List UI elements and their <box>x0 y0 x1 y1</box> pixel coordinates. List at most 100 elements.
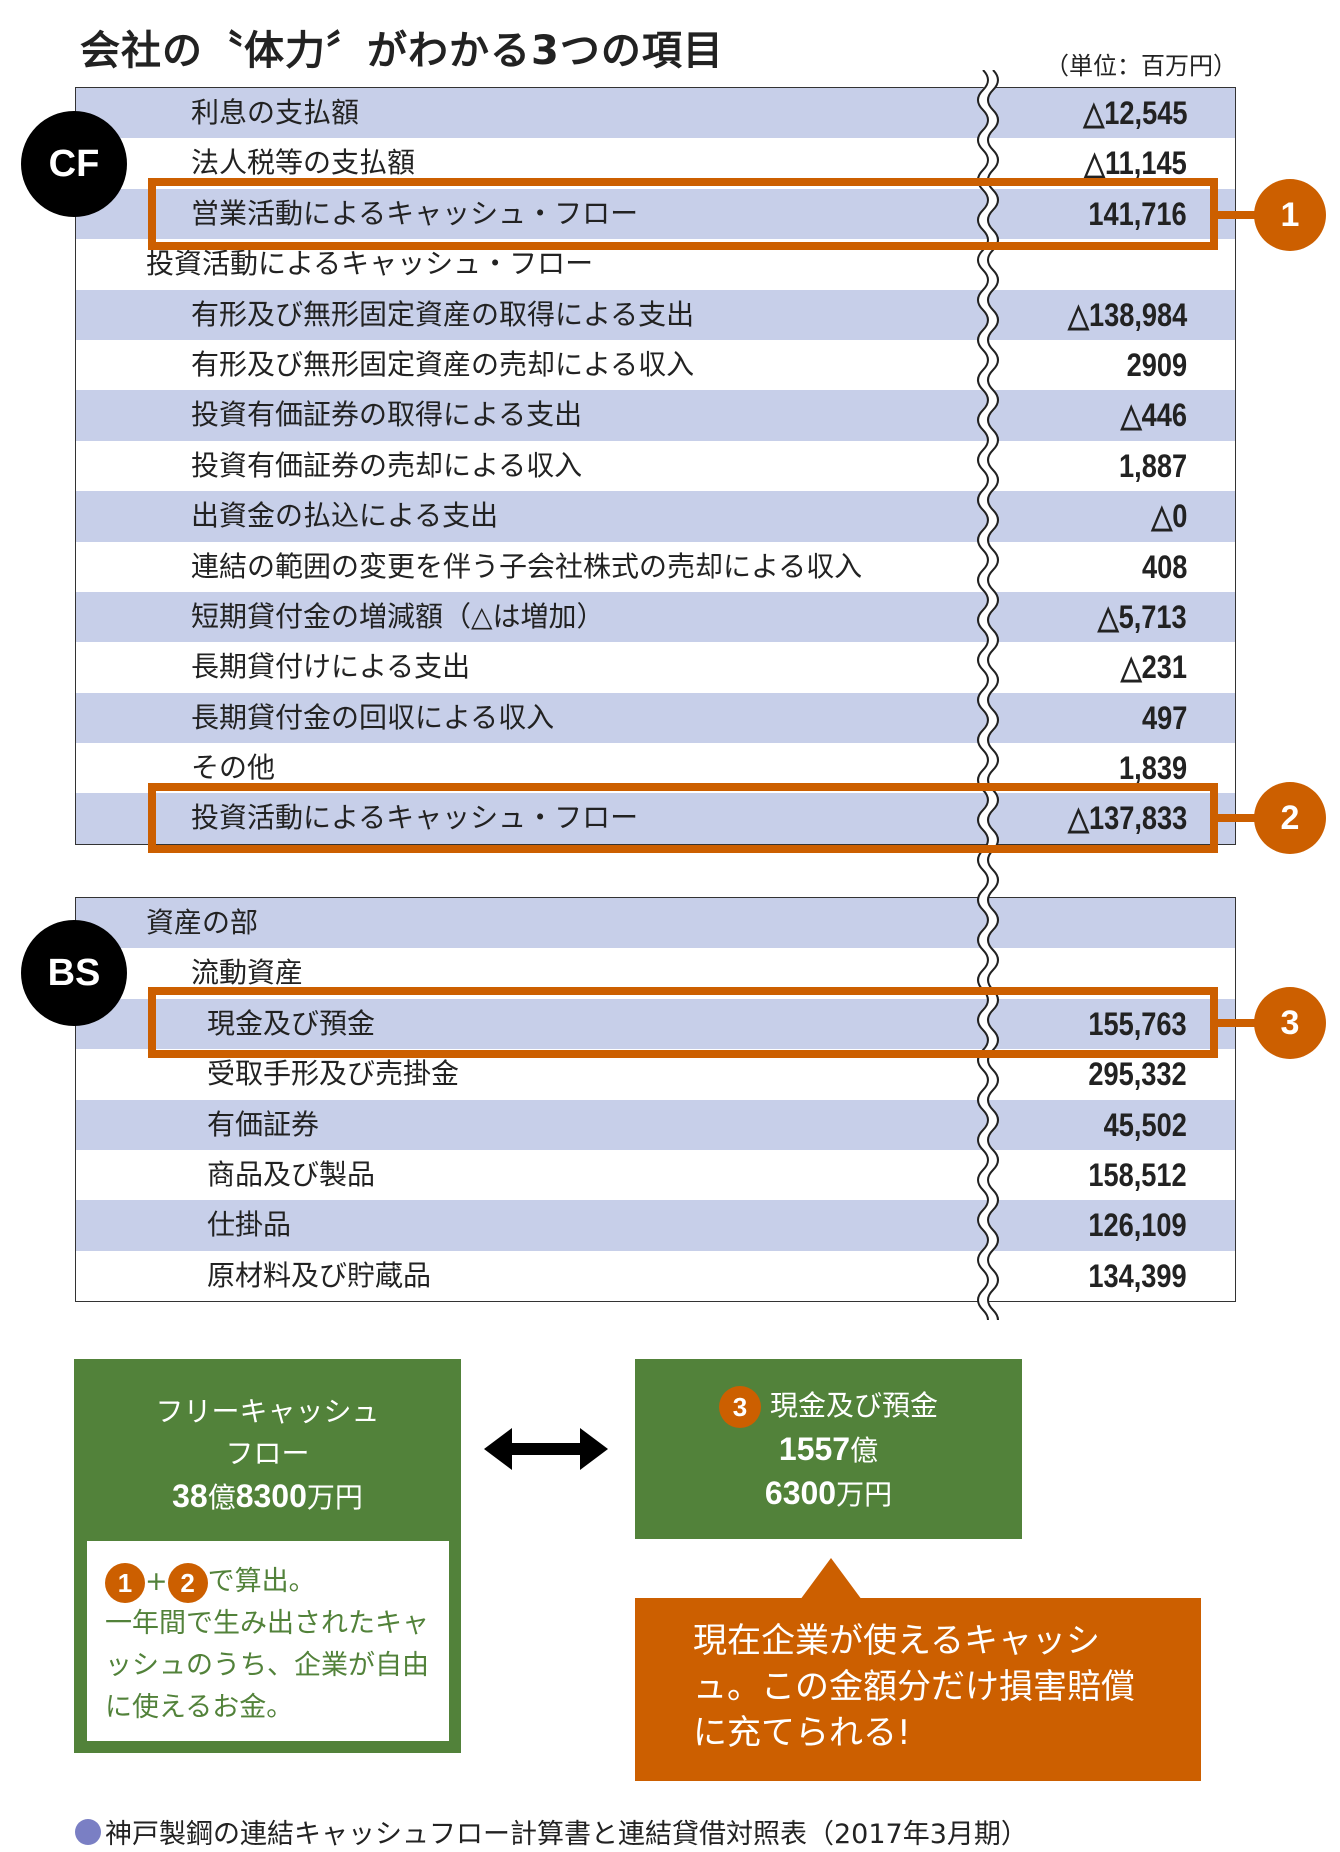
row-value: 126,109 <box>1088 1207 1187 1244</box>
row-label: 有形及び無形固定資産の売却による収入 <box>191 347 695 381</box>
table-row: 仕掛品 126,109 <box>76 1200 1235 1251</box>
free-cash-flow-box: フリーキャッシュ フロー 38億8300万円 1 +2 で算出。 一年間で生み出され… <box>74 1359 461 1753</box>
marker-3: 3 <box>1254 987 1326 1059</box>
table-row: 有形及び無形固定資産の売却による収入 2909 <box>76 340 1235 390</box>
table-row: 長期貸付金の回収による収入 497 <box>76 692 1235 744</box>
row-label: 出資金の払込による支出 <box>191 499 499 533</box>
row-label: 長期貸付金の回収による収入 <box>191 700 555 734</box>
bs-badge: BS <box>21 920 127 1026</box>
note-formula: 1 +2 で算出。 <box>105 1561 431 1603</box>
double-arrow-icon <box>484 1428 608 1470</box>
row-value: △11,145 <box>1084 145 1187 182</box>
note-suffix: で算出。 <box>207 1566 316 1597</box>
amount: 6300 <box>764 1475 837 1511</box>
row-value: 45,502 <box>1103 1106 1187 1143</box>
row-value: 155,763 <box>1088 1005 1187 1042</box>
row-label: 営業活動によるキャッシュ・フロー <box>191 196 639 230</box>
cash-label-line: 3 現金及び預金 <box>635 1385 1022 1428</box>
cash-flow-table: 利息の支払額 △12,545 法人税等の支払額 △11,145 営業活動によるキャッシュ… <box>75 87 1236 845</box>
row-label: 投資活動によるキャッシュ・フロー <box>146 247 594 281</box>
connector-line <box>1218 1019 1258 1027</box>
table-row: 投資有価証券の取得による支出 △446 <box>76 390 1235 441</box>
amount: 1557 <box>778 1431 851 1467</box>
wave-break-divider <box>977 70 999 1320</box>
row-label: 資産の部 <box>146 906 259 939</box>
marker-1: 1 <box>105 1562 145 1603</box>
table-row: 短期貸付金の増減額（△は増加） △5,713 <box>76 591 1235 643</box>
row-label: 利息の支払額 <box>191 96 360 129</box>
row-value: 1,887 <box>1118 447 1187 484</box>
highlight-cash-deposits <box>148 987 1218 1058</box>
amount: 8300 <box>235 1478 307 1514</box>
row-value: 141,716 <box>1088 195 1187 232</box>
row-value: 134,399 <box>1088 1257 1187 1294</box>
row-label: 現金及び預金 <box>207 1006 376 1040</box>
row-value: 2909 <box>1126 346 1187 383</box>
table-row: 投資活動によるキャッシュ・フロー △137,833 <box>76 793 1235 844</box>
cash-amount-2: 6300万円 <box>635 1472 1022 1516</box>
unit: 億 <box>850 1434 879 1467</box>
table-row: 有形及び無形固定資産の取得による支出 △138,984 <box>76 289 1235 340</box>
fcf-label-1: フリーキャッシュ <box>155 1395 380 1428</box>
footer-caption: 神戸製鋼の連結キャッシュフロー計算書と連結貸借対照表（2017年3月期） <box>75 1812 1028 1851</box>
row-value: △138,984 <box>1067 296 1187 333</box>
row-label: 流動資産 <box>191 956 304 990</box>
balance-sheet-table: 資産の部流動資産現金及び預金 155,763 受取手形及び売掛金 295,332 有価証… <box>75 897 1236 1303</box>
table-row: 受取手形及び売掛金 295,332 <box>76 1049 1235 1099</box>
row-value: 1,839 <box>1118 750 1187 787</box>
table-row: 有価証券 45,502 <box>76 1099 1235 1150</box>
highlight-investing-cf <box>148 783 1218 853</box>
table-row: 長期貸付けによる支出 △231 <box>76 642 1235 692</box>
row-label: 原材料及び貯蔵品 <box>207 1258 432 1292</box>
row-label: 投資有価証券の売却による収入 <box>191 448 583 482</box>
row-label: 投資有価証券の取得による支出 <box>191 398 583 432</box>
table-row: その他 1,839 <box>76 743 1235 793</box>
row-value: 295,332 <box>1088 1056 1187 1093</box>
row-label: 投資活動によるキャッシュ・フロー <box>191 801 639 835</box>
row-value: △446 <box>1120 397 1187 434</box>
table-row: 商品及び製品 158,512 <box>76 1150 1235 1200</box>
cash-deposits-box: 3 現金及び預金 1557億 6300万円 <box>635 1359 1022 1539</box>
unit: 万円 <box>306 1481 363 1514</box>
table-row: 投資有価証券の売却による収入 1,887 <box>76 441 1235 491</box>
fcf-note: 1 +2 で算出。 一年間で生み出されたキャッシュのうち、企業が自由に使えるお金。 <box>87 1541 449 1741</box>
row-label: 商品及び製品 <box>207 1157 376 1191</box>
cash-label: 現金及び預金 <box>769 1389 938 1422</box>
table-row: 出資金の払込による支出 △0 <box>76 491 1235 542</box>
row-value: △137,833 <box>1067 800 1187 837</box>
row-value: 497 <box>1141 699 1187 736</box>
table-row: 連結の範囲の変更を伴う子会社株式の売却による収入 408 <box>76 542 1235 592</box>
row-value: 408 <box>1141 548 1187 585</box>
table-row: 資産の部 <box>76 898 1235 949</box>
marker-3: 3 <box>719 1386 762 1428</box>
row-value: △231 <box>1120 649 1187 686</box>
row-label: 仕掛品 <box>207 1208 292 1242</box>
row-label: その他 <box>191 751 276 785</box>
marker-1: 1 <box>1254 179 1326 251</box>
table-row: 現金及び預金 155,763 <box>76 998 1235 1050</box>
row-label: 有価証券 <box>207 1107 320 1141</box>
unit: 億 <box>207 1481 236 1514</box>
table-row: 営業活動によるキャッシュ・フロー 141,716 <box>76 188 1235 240</box>
footer-text: 神戸製鋼の連結キャッシュフロー計算書と連結貸借対照表（2017年3月期） <box>105 1819 1028 1850</box>
page-title: 会社の〝体力〞がわかる3つの項目 <box>80 28 724 74</box>
row-value: △0 <box>1150 498 1187 535</box>
fcf-label-2: フロー <box>225 1437 310 1470</box>
connector-line <box>1218 814 1258 822</box>
marker-2: 2 <box>167 1562 208 1603</box>
row-label: 受取手形及び売掛金 <box>207 1057 460 1091</box>
row-label: 短期貸付金の増減額（△は増加） <box>191 599 605 633</box>
row-value: △5,713 <box>1098 598 1187 635</box>
table-row: 流動資産 <box>76 948 1235 998</box>
note-body: 一年間で生み出されたキャッシュのうち、企業が自由に使えるお金。 <box>105 1608 429 1723</box>
row-label: 連結の範囲の変更を伴う子会社株式の売却による収入 <box>191 549 863 583</box>
table-row: 投資活動によるキャッシュ・フロー <box>76 239 1235 289</box>
marker-2: 2 <box>1254 782 1326 854</box>
row-value: △12,545 <box>1082 95 1187 131</box>
fcf-amount: 38億8300万円 <box>74 1475 461 1519</box>
unit-label: （単位：百万円） <box>1045 52 1237 80</box>
highlight-operating-cf <box>148 178 1218 250</box>
row-value: 158,512 <box>1088 1156 1187 1193</box>
row-label: 法人税等の支払額 <box>191 146 416 180</box>
row-label: 有形及び無形固定資産の取得による支出 <box>191 297 695 331</box>
